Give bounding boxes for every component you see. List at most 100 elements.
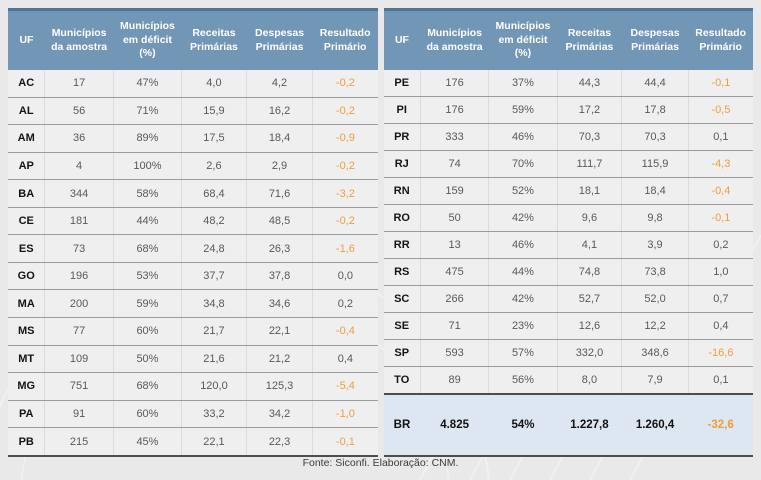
table-row: ES 73 68% 24,8 26,3 -1,6 <box>8 234 378 263</box>
table-row: RR 13 46% 4,1 3,9 0,2 <box>383 231 753 259</box>
column-header: Municípios em déficit (%) <box>488 8 558 70</box>
table-row: PE 176 37% 44,3 44,4 -0,1 <box>383 70 753 97</box>
value-cell: 60% <box>112 400 182 429</box>
uf-cell: RJ <box>383 150 421 178</box>
uf-cell: SC <box>383 285 421 313</box>
uf-cell: RR <box>383 231 421 259</box>
table-row: CE 181 44% 48,2 48,5 -0,2 <box>8 207 378 236</box>
value-cell: 74,8 <box>556 258 622 286</box>
value-cell: 3,9 <box>621 231 689 259</box>
value-cell: 215 <box>44 427 114 457</box>
value-cell: 23% <box>488 312 558 340</box>
value-cell: 26,3 <box>245 234 313 263</box>
value-cell: 68,4 <box>181 179 247 208</box>
uf-cell: BR <box>383 393 421 457</box>
value-cell: 12,6 <box>556 312 622 340</box>
value-cell: 60% <box>112 317 182 346</box>
table-row: AP 4 100% 2,6 2,9 -0,2 <box>8 152 378 181</box>
value-cell: 57% <box>488 339 558 367</box>
table-row: AL 56 71% 15,9 16,2 -0,2 <box>8 97 378 126</box>
source-note: Fonte: Siconfi. Elaboração: CNM. <box>302 457 459 469</box>
value-cell: 17 <box>44 70 114 98</box>
value-cell: 70,3 <box>556 123 622 151</box>
column-header: Municípios em déficit (%) <box>113 8 182 70</box>
value-cell: -3,2 <box>312 179 378 208</box>
value-cell: 0,1 <box>687 366 753 395</box>
column-header: Resultado Primário <box>688 8 753 70</box>
value-cell: 593 <box>419 339 489 367</box>
value-cell: 0,4 <box>687 312 753 340</box>
value-cell: -0,4 <box>312 317 378 346</box>
uf-cell: PA <box>8 400 45 429</box>
value-cell: 21,6 <box>181 345 247 374</box>
value-cell: 53% <box>112 262 182 291</box>
value-cell: 37% <box>488 70 558 97</box>
value-cell: 48,5 <box>245 207 313 236</box>
value-cell: 120,0 <box>181 372 247 401</box>
value-cell: 2,9 <box>245 152 313 181</box>
value-cell: 15,9 <box>181 97 247 126</box>
value-cell: 4,1 <box>556 231 622 259</box>
table-row: AM 36 89% 17,5 18,4 -0,9 <box>8 124 378 153</box>
value-cell: 17,5 <box>181 124 247 153</box>
uf-cell: AC <box>8 70 45 98</box>
uf-cell: MA <box>8 289 45 319</box>
value-cell: 68% <box>112 234 182 263</box>
value-cell: 71,6 <box>245 179 313 208</box>
value-cell: 59% <box>112 289 182 319</box>
value-cell: 52,7 <box>556 285 622 313</box>
value-cell: 1,0 <box>687 258 753 286</box>
uf-cell: PB <box>8 427 45 457</box>
value-cell: 34,6 <box>245 289 313 319</box>
value-cell: 46% <box>488 123 558 151</box>
uf-cell: AL <box>8 97 45 126</box>
column-header: Receitas Primárias <box>181 8 247 70</box>
total-row-br: BR 4.825 54% 1.227,8 1.260,4 -32,6 <box>383 393 753 457</box>
value-cell: 71% <box>112 97 182 126</box>
value-cell: -1,6 <box>312 234 378 263</box>
value-cell: 344 <box>44 179 114 208</box>
table-row: TO 89 56% 8,0 7,9 0,1 <box>383 366 753 395</box>
value-cell: 37,7 <box>181 262 247 291</box>
value-cell: 70,3 <box>621 123 689 151</box>
uf-cell: MT <box>8 345 45 374</box>
value-cell: 37,8 <box>245 262 313 291</box>
uf-cell: PI <box>383 96 421 124</box>
value-cell: -32,6 <box>688 393 753 457</box>
uf-cell: PE <box>383 70 421 97</box>
value-cell: 42% <box>488 285 558 313</box>
value-cell: -16,6 <box>687 339 753 367</box>
value-cell: 33,2 <box>181 400 247 429</box>
value-cell: 181 <box>44 207 114 236</box>
header-row: UF Municípios da amostra Municípios em déf… <box>8 8 378 70</box>
value-cell: 109 <box>44 345 114 374</box>
value-cell: 70% <box>488 150 558 178</box>
value-cell: 44,4 <box>621 70 689 97</box>
fiscal-tables-container: UF Municípios da amostra Municípios em déf… <box>8 8 753 457</box>
value-cell: 48,2 <box>181 207 247 236</box>
state-table-left: UF Municípios da amostra Municípios em déf… <box>8 8 378 457</box>
column-header: Resultado Primário <box>312 8 378 70</box>
value-cell: 1.227,8 <box>557 393 622 457</box>
uf-cell: PR <box>383 123 421 151</box>
table-header: UF Municípios da amostra Municípios em déf… <box>8 8 378 70</box>
value-cell: -0,4 <box>687 177 753 205</box>
value-cell: 44,3 <box>556 70 622 97</box>
uf-cell: CE <box>8 207 45 236</box>
value-cell: 16,2 <box>245 97 313 126</box>
value-cell: 4.825 <box>420 393 489 457</box>
value-cell: 348,6 <box>621 339 689 367</box>
value-cell: 0,4 <box>312 345 378 374</box>
value-cell: 18,1 <box>556 177 622 205</box>
value-cell: -5,4 <box>312 372 378 401</box>
table-header: UF Municípios da amostra Municípios em déf… <box>383 8 753 70</box>
value-cell: 176 <box>419 96 489 124</box>
table-row: SE 71 23% 12,6 12,2 0,4 <box>383 312 753 340</box>
value-cell: 17,2 <box>556 96 622 124</box>
value-cell: 91 <box>44 400 114 429</box>
table-total: BR 4.825 54% 1.227,8 1.260,4 -32,6 <box>383 393 753 457</box>
value-cell: -0,1 <box>687 70 753 97</box>
value-cell: 1.260,4 <box>621 393 689 457</box>
value-cell: 89% <box>112 124 182 153</box>
value-cell: 333 <box>419 123 489 151</box>
